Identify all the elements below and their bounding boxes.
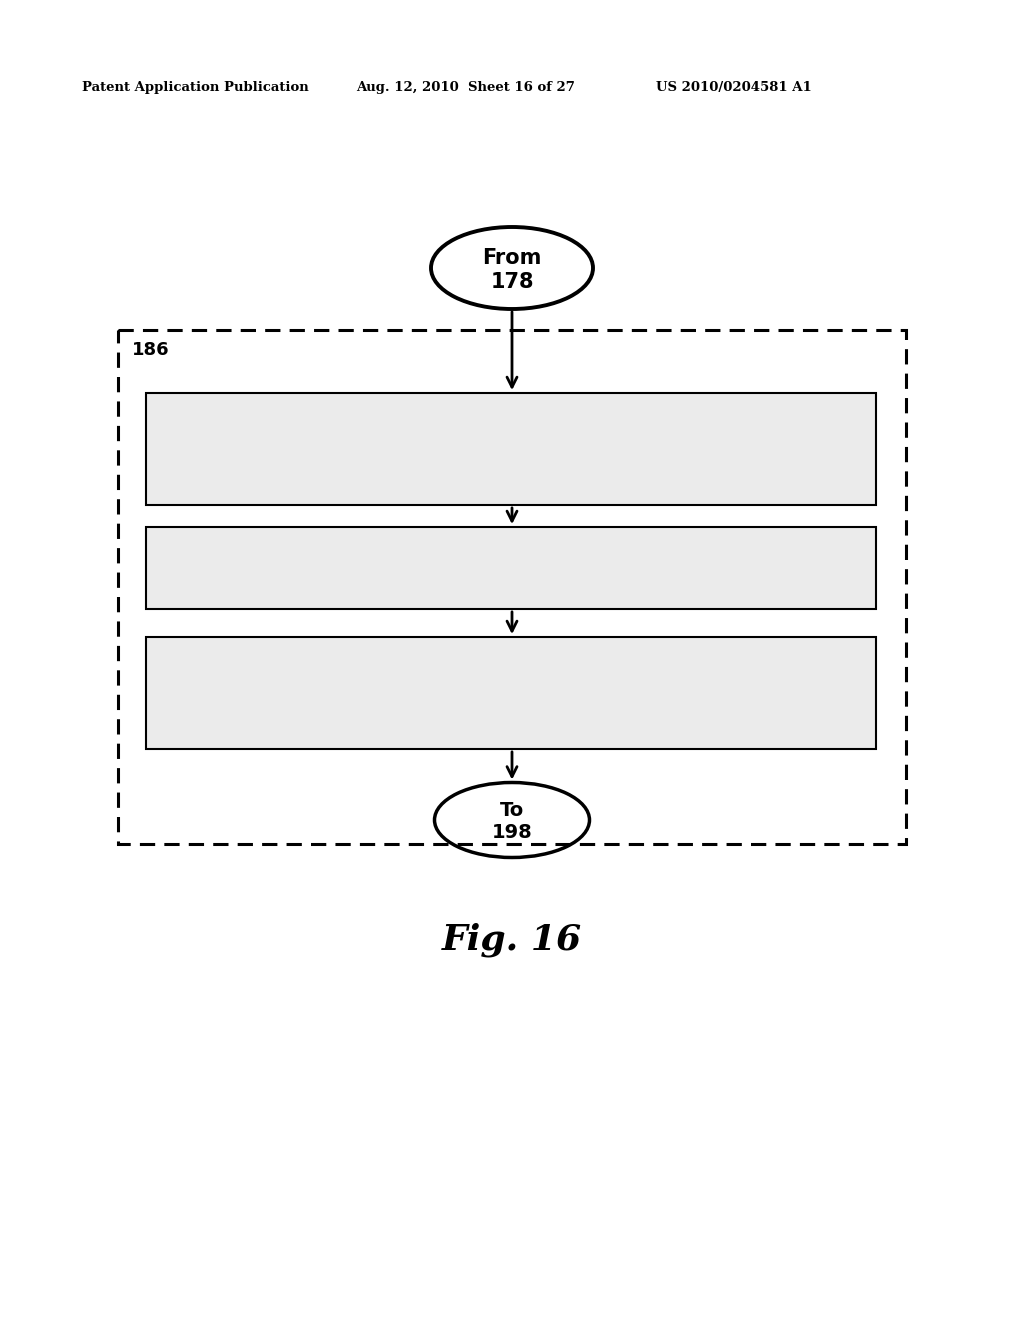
Text: bladder wall sub-serosal layer within 3-D array: bladder wall sub-serosal layer within 3-… bbox=[282, 450, 742, 469]
Text: 186: 186 bbox=[132, 341, 170, 359]
FancyBboxPatch shape bbox=[146, 527, 876, 609]
Text: Perform: Perform bbox=[359, 657, 444, 676]
Text: Patent Application Publication: Patent Application Publication bbox=[82, 82, 309, 95]
Text: US 2010/0204581 A1: US 2010/0204581 A1 bbox=[656, 82, 812, 95]
Text: Assemble the 2-D scanplanes into a 3-D array delineate: Assemble the 2-D scanplanes into a 3-D a… bbox=[239, 420, 785, 438]
Text: 178: 178 bbox=[490, 272, 534, 292]
Text: Marching Cubes: Marching Cubes bbox=[416, 657, 572, 676]
Text: Aug. 12, 2010  Sheet 16 of 27: Aug. 12, 2010 Sheet 16 of 27 bbox=[356, 82, 574, 95]
Text: Fig. 16: Fig. 16 bbox=[442, 923, 582, 957]
Text: Designate sub-serosal layer into a voxel assembly: Designate sub-serosal layer into a voxel… bbox=[265, 558, 759, 577]
Text: 186-2: 186-2 bbox=[160, 474, 213, 492]
FancyBboxPatch shape bbox=[146, 393, 876, 506]
Text: layer: layer bbox=[487, 714, 537, 733]
Text: assembly to calculate surface area of sub-serosal: assembly to calculate surface area of su… bbox=[268, 686, 756, 704]
Text: 186-10: 186-10 bbox=[160, 718, 224, 737]
FancyBboxPatch shape bbox=[146, 638, 876, 748]
Text: From: From bbox=[482, 248, 542, 268]
Text: 198: 198 bbox=[492, 824, 532, 842]
Text: To: To bbox=[500, 800, 524, 820]
Text: 186-6: 186-6 bbox=[160, 582, 213, 601]
Text: algorithm upon voxel: algorithm upon voxel bbox=[516, 657, 731, 676]
